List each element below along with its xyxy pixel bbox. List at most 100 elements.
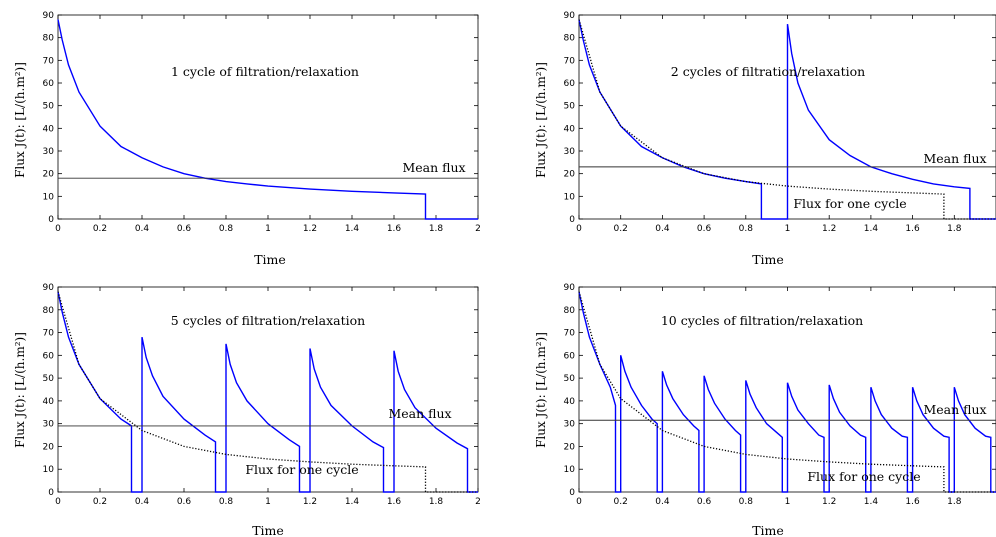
x-tick-label: 1.4 [864,224,879,234]
x-axis-label: Time [254,252,286,267]
x-tick-label: 1 [265,224,271,234]
x-tick-label: 0.6 [177,497,192,507]
chart-panel-1-cycles: 0 10 20 30 40 50 60 70 80 90 0 0.2 0.4 0.6 0.8 1 1.2 1.4 1… [13,11,481,267]
x-tick-label: 0.2 [93,224,107,234]
y-tick-label: 10 [43,192,55,202]
y-tick-label: 30 [43,420,55,430]
series-line-flux [578,291,996,493]
x-tick-label: 0 [576,497,582,507]
y-tick-label: 90 [43,11,55,21]
chart-panel-2-cycles: 0 10 20 30 40 50 60 70 80 90 0 0.2 0.4 0.6 0.8 1 1.2 1.4 1… [534,11,996,267]
y-tick-label: 80 [43,34,55,44]
x-tick-label: 0.2 [614,497,628,507]
y-tick-label: 20 [43,170,55,180]
x-tick-label: 0.4 [135,497,150,507]
x-tick-label: 1.6 [387,497,402,507]
y-tick-label: 40 [564,397,576,407]
x-axis-label: Time [252,523,284,537]
x-tick-label: 1.6 [905,497,920,507]
x-tick-label: 1.6 [905,224,920,234]
y-tick-label: 60 [43,351,55,361]
cycle-annotation: 2 cycles of filtration/relaxation [671,64,865,79]
x-tick-label: 0.4 [655,497,670,507]
y-tick-label: 60 [564,79,576,89]
x-tick-label: 1 [265,497,271,507]
series-line-flux [57,19,478,220]
y-tick-label: 30 [564,420,576,430]
y-tick-label: 10 [564,192,576,202]
x-tick-label: 1.4 [345,497,360,507]
x-axis-label: Time [752,252,784,267]
y-tick-label: 80 [564,34,576,44]
y-tick-label: 40 [564,124,576,134]
series-line-one-cycle-flux [57,291,478,493]
series-line-flux [578,19,996,220]
y-tick-label: 0 [569,215,575,225]
x-tick-label: 0.2 [93,497,107,507]
y-tick-label: 70 [43,329,55,339]
y-axis-label: Flux J(t): [L/(h.m²)] [13,332,27,448]
y-tick-label: 20 [43,442,55,452]
mean-flux-label: Mean flux [402,160,465,175]
y-tick-label: 70 [564,56,576,66]
y-axis-label: Flux J(t): [L/(h.m²)] [13,62,27,178]
y-tick-label: 60 [564,351,576,361]
x-tick-label: 1 [785,497,791,507]
y-tick-label: 20 [564,170,576,180]
axes-frame [57,14,479,220]
x-tick-label: 0.8 [739,224,754,234]
y-tick-label: 50 [564,102,576,112]
x-tick-label: 0.8 [739,497,754,507]
x-tick-label: 0.2 [614,224,628,234]
x-tick-label: 2 [475,497,481,507]
x-tick-label: 1.8 [947,224,962,234]
chart-panel-10-cycles: 0 10 20 30 40 50 60 70 80 90 0 0.2 0.4 0.6 0.8 1 1.2 1.4 1… [534,283,996,537]
x-tick-label: 0 [55,497,61,507]
series-line-one-cycle-flux [578,291,996,493]
y-axis-label: Flux J(t): [L/(h.m²)] [534,62,548,178]
cycle-annotation: 5 cycles of filtration/relaxation [171,313,365,328]
y-tick-label: 50 [564,374,576,384]
y-tick-label: 70 [564,329,576,339]
y-tick-label: 10 [43,465,55,475]
mean-flux-label: Mean flux [388,406,451,421]
y-tick-label: 80 [564,306,576,316]
mean-flux-label: Mean flux [923,151,986,166]
x-tick-label: 1.4 [345,224,360,234]
x-tick-label: 0.6 [697,224,712,234]
x-tick-label: 0.6 [697,497,712,507]
y-tick-label: 0 [48,215,54,225]
x-tick-label: 1.8 [429,224,444,234]
y-tick-label: 90 [43,283,55,293]
y-tick-label: 10 [564,465,576,475]
x-tick-label: 0 [55,224,61,234]
y-tick-label: 50 [43,102,55,112]
x-tick-label: 0.8 [219,497,234,507]
y-tick-label: 80 [43,306,55,316]
y-tick-label: 90 [564,11,576,21]
y-tick-label: 0 [569,488,575,498]
x-tick-label: 0 [576,224,582,234]
x-tick-label: 1.2 [822,497,836,507]
x-tick-label: 1.2 [303,224,317,234]
x-tick-label: 1.2 [822,224,836,234]
cycle-annotation: 10 cycles of filtration/relaxation [661,313,863,328]
series-line-flux [57,291,478,493]
x-tick-label: 0.4 [655,224,670,234]
y-tick-label: 0 [48,488,54,498]
x-tick-label: 0.6 [177,224,192,234]
y-tick-label: 40 [43,124,55,134]
y-tick-label: 90 [564,283,576,293]
one-cycle-label: Flux for one cycle [245,462,358,477]
y-tick-label: 60 [43,79,55,89]
y-tick-label: 70 [43,56,55,66]
chart-panel-5-cycles: 0 10 20 30 40 50 60 70 80 90 0 0.2 0.4 0.6 0.8 1 1.2 1.4 1… [13,283,481,537]
one-cycle-label: Flux for one cycle [807,469,920,484]
series-line-one-cycle-flux [578,19,996,220]
x-tick-label: 1.8 [429,497,444,507]
y-tick-label: 50 [43,374,55,384]
x-tick-label: 1.4 [864,497,879,507]
y-axis-label: Flux J(t): [L/(h.m²)] [534,332,548,448]
cycle-annotation: 1 cycle of filtration/relaxation [171,64,359,79]
